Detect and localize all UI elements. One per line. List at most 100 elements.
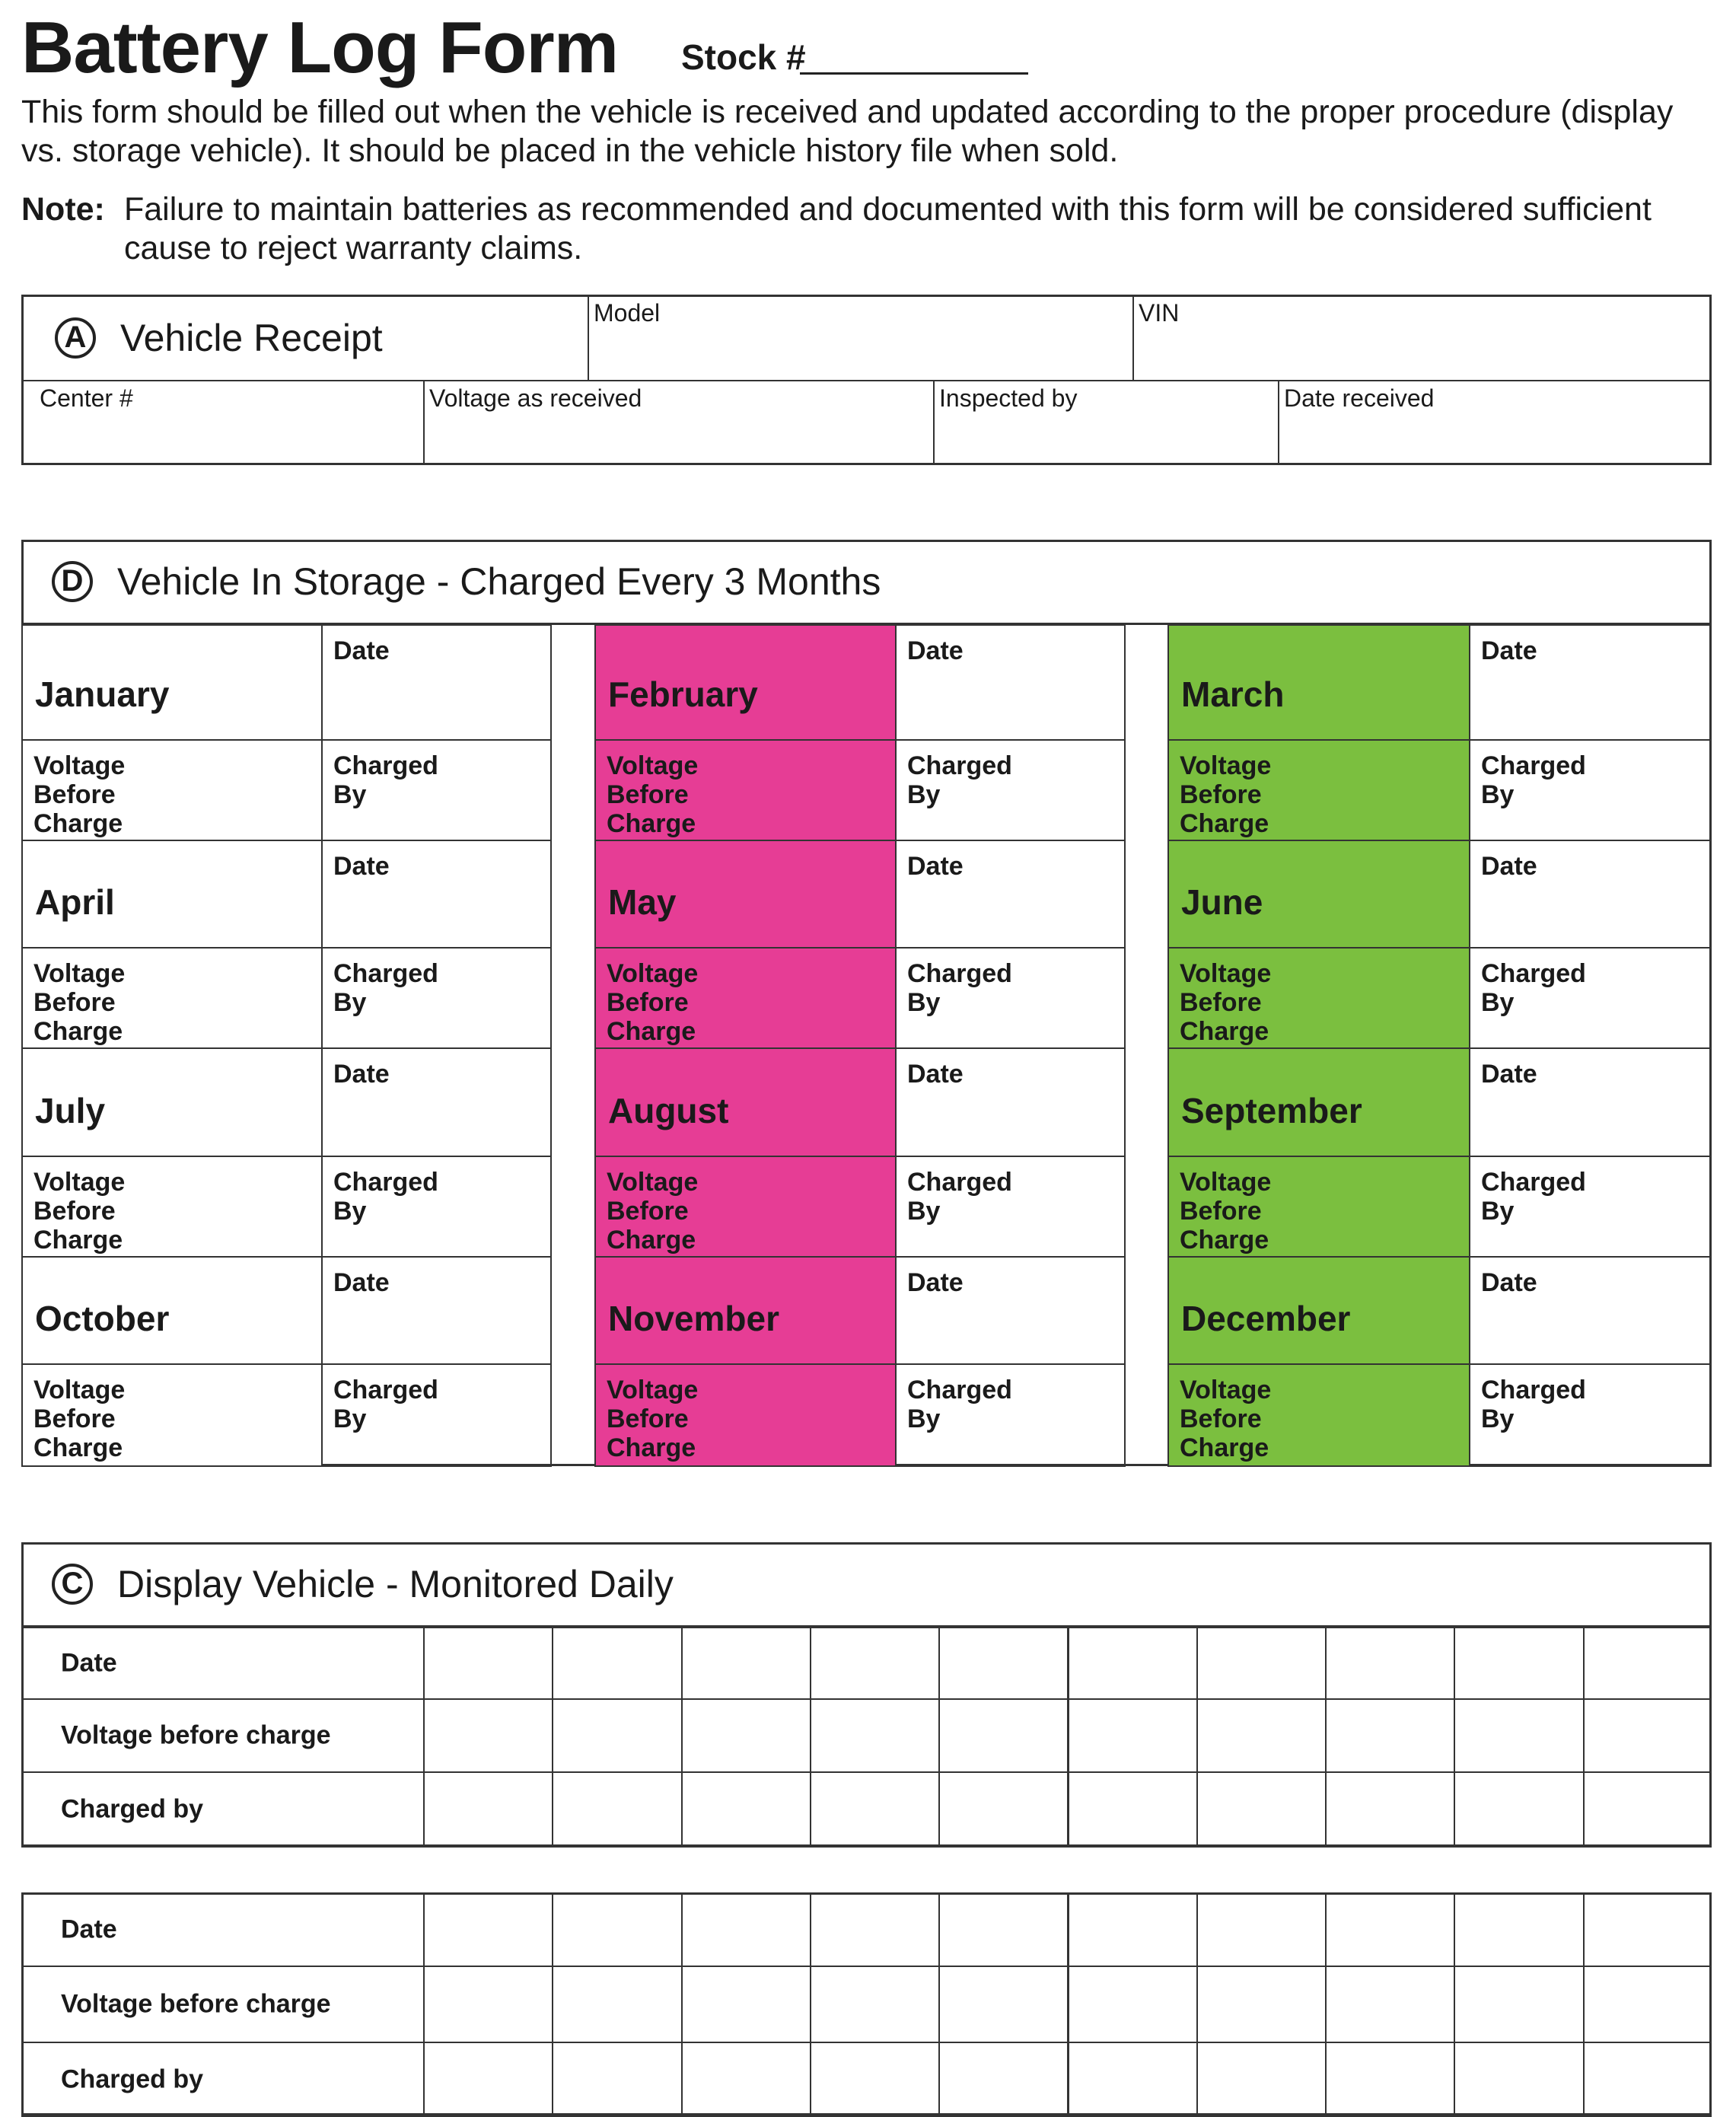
date-field-october[interactable]: Date — [321, 1256, 552, 1365]
date-field-september[interactable]: Date — [1469, 1047, 1712, 1157]
log-entry-cell[interactable] — [423, 1892, 554, 1967]
log-entry-cell[interactable] — [680, 2042, 811, 2117]
voltage-field-july[interactable]: Voltage Before Charge — [21, 1156, 323, 1258]
log-entry-cell[interactable] — [1067, 1698, 1198, 1773]
charged-by-field-june[interactable]: Charged By — [1469, 947, 1712, 1049]
vin-field[interactable]: VIN — [1132, 295, 1712, 381]
charged-by-field-march[interactable]: Charged By — [1469, 739, 1712, 841]
log-entry-cell[interactable] — [1196, 1627, 1327, 1700]
log-entry-cell[interactable] — [423, 1771, 554, 1848]
charged-by-field-october[interactable]: Charged By — [321, 1363, 552, 1467]
voltage-field-october[interactable]: Voltage Before Charge — [21, 1363, 323, 1467]
stock-number-field[interactable] — [800, 72, 1028, 75]
log-entry-cell[interactable] — [1067, 1771, 1198, 1848]
log-entry-cell[interactable] — [1582, 1627, 1712, 1700]
log-entry-cell[interactable] — [1582, 1771, 1712, 1848]
charged-by-field-may[interactable]: Charged By — [895, 947, 1126, 1049]
charged-by-field-january[interactable]: Charged By — [321, 739, 552, 841]
log-entry-cell[interactable] — [423, 2042, 554, 2117]
date-field-march[interactable]: Date — [1469, 624, 1712, 741]
log-entry-cell[interactable] — [809, 1771, 941, 1848]
log-entry-cell[interactable] — [809, 2042, 941, 2117]
voltage-field-may[interactable]: Voltage Before Charge — [594, 947, 897, 1049]
log-entry-cell[interactable] — [938, 1892, 1069, 1967]
log-entry-cell[interactable] — [1196, 1966, 1327, 2043]
log-entry-cell[interactable] — [809, 1698, 941, 1773]
charged-by-field-december[interactable]: Charged By — [1469, 1363, 1712, 1467]
log-entry-cell[interactable] — [423, 1698, 554, 1773]
voltage-field-november[interactable]: Voltage Before Charge — [594, 1363, 897, 1467]
log-entry-cell[interactable] — [552, 1771, 683, 1848]
log-entry-cell[interactable] — [552, 1966, 683, 2043]
log-entry-cell[interactable] — [809, 1966, 941, 2043]
voltage-field-april[interactable]: Voltage Before Charge — [21, 947, 323, 1049]
date-received-field[interactable]: Date received — [1278, 380, 1712, 465]
log-entry-cell[interactable] — [1325, 1698, 1456, 1773]
date-field-july[interactable]: Date — [321, 1047, 552, 1157]
log-entry-cell[interactable] — [1067, 2042, 1198, 2117]
log-entry-cell[interactable] — [552, 2042, 683, 2117]
charged-by-field-september[interactable]: Charged By — [1469, 1156, 1712, 1258]
log-entry-cell[interactable] — [1067, 1892, 1198, 1967]
log-entry-cell[interactable] — [680, 1627, 811, 1700]
voltage-field-june[interactable]: Voltage Before Charge — [1167, 947, 1470, 1049]
log-entry-cell[interactable] — [680, 1698, 811, 1773]
voltage-field-february[interactable]: Voltage Before Charge — [594, 739, 897, 841]
log-entry-cell[interactable] — [680, 1892, 811, 1967]
log-entry-cell[interactable] — [1454, 1771, 1585, 1848]
log-entry-cell[interactable] — [1454, 1698, 1585, 1773]
log-entry-cell[interactable] — [1454, 2042, 1585, 2117]
log-entry-cell[interactable] — [1067, 1627, 1198, 1700]
log-entry-cell[interactable] — [1582, 1966, 1712, 2043]
log-entry-cell[interactable] — [1454, 1966, 1585, 2043]
log-entry-cell[interactable] — [1196, 1771, 1327, 1848]
log-entry-cell[interactable] — [1582, 1892, 1712, 1967]
log-entry-cell[interactable] — [1325, 1771, 1456, 1848]
charged-by-field-august[interactable]: Charged By — [895, 1156, 1126, 1258]
log-entry-cell[interactable] — [680, 1966, 811, 2043]
voltage-field-september[interactable]: Voltage Before Charge — [1167, 1156, 1470, 1258]
center-number-field[interactable]: Center # — [21, 380, 425, 465]
log-entry-cell[interactable] — [423, 1627, 554, 1700]
date-field-april[interactable]: Date — [321, 840, 552, 949]
charged-by-field-july[interactable]: Charged By — [321, 1156, 552, 1258]
charged-by-field-november[interactable]: Charged By — [895, 1363, 1126, 1467]
log-entry-cell[interactable] — [680, 1771, 811, 1848]
date-field-june[interactable]: Date — [1469, 840, 1712, 949]
log-entry-cell[interactable] — [1196, 2042, 1327, 2117]
log-entry-cell[interactable] — [938, 1966, 1069, 2043]
log-entry-cell[interactable] — [1325, 1892, 1456, 1967]
log-entry-cell[interactable] — [1067, 1966, 1198, 2043]
voltage-received-field[interactable]: Voltage as received — [423, 380, 935, 465]
log-entry-cell[interactable] — [1325, 2042, 1456, 2117]
voltage-field-january[interactable]: Voltage Before Charge — [21, 739, 323, 841]
log-entry-cell[interactable] — [809, 1892, 941, 1967]
log-entry-cell[interactable] — [1454, 1627, 1585, 1700]
date-field-may[interactable]: Date — [895, 840, 1126, 949]
date-field-november[interactable]: Date — [895, 1256, 1126, 1365]
log-entry-cell[interactable] — [552, 1627, 683, 1700]
log-entry-cell[interactable] — [552, 1892, 683, 1967]
date-field-january[interactable]: Date — [321, 624, 552, 741]
log-entry-cell[interactable] — [1582, 2042, 1712, 2117]
date-field-february[interactable]: Date — [895, 624, 1126, 741]
log-entry-cell[interactable] — [1196, 1892, 1327, 1967]
charged-by-field-april[interactable]: Charged By — [321, 947, 552, 1049]
log-entry-cell[interactable] — [1325, 1627, 1456, 1700]
log-entry-cell[interactable] — [1454, 1892, 1585, 1967]
model-field[interactable]: Model — [588, 295, 1134, 381]
log-entry-cell[interactable] — [938, 1771, 1069, 1848]
date-field-august[interactable]: Date — [895, 1047, 1126, 1157]
log-entry-cell[interactable] — [1325, 1966, 1456, 2043]
log-entry-cell[interactable] — [1582, 1698, 1712, 1773]
log-entry-cell[interactable] — [552, 1698, 683, 1773]
log-entry-cell[interactable] — [423, 1966, 554, 2043]
log-entry-cell[interactable] — [1196, 1698, 1327, 1773]
voltage-field-august[interactable]: Voltage Before Charge — [594, 1156, 897, 1258]
inspected-by-field[interactable]: Inspected by — [933, 380, 1279, 465]
log-entry-cell[interactable] — [809, 1627, 941, 1700]
voltage-field-december[interactable]: Voltage Before Charge — [1167, 1363, 1470, 1467]
log-entry-cell[interactable] — [938, 2042, 1069, 2117]
log-entry-cell[interactable] — [938, 1627, 1069, 1700]
charged-by-field-february[interactable]: Charged By — [895, 739, 1126, 841]
